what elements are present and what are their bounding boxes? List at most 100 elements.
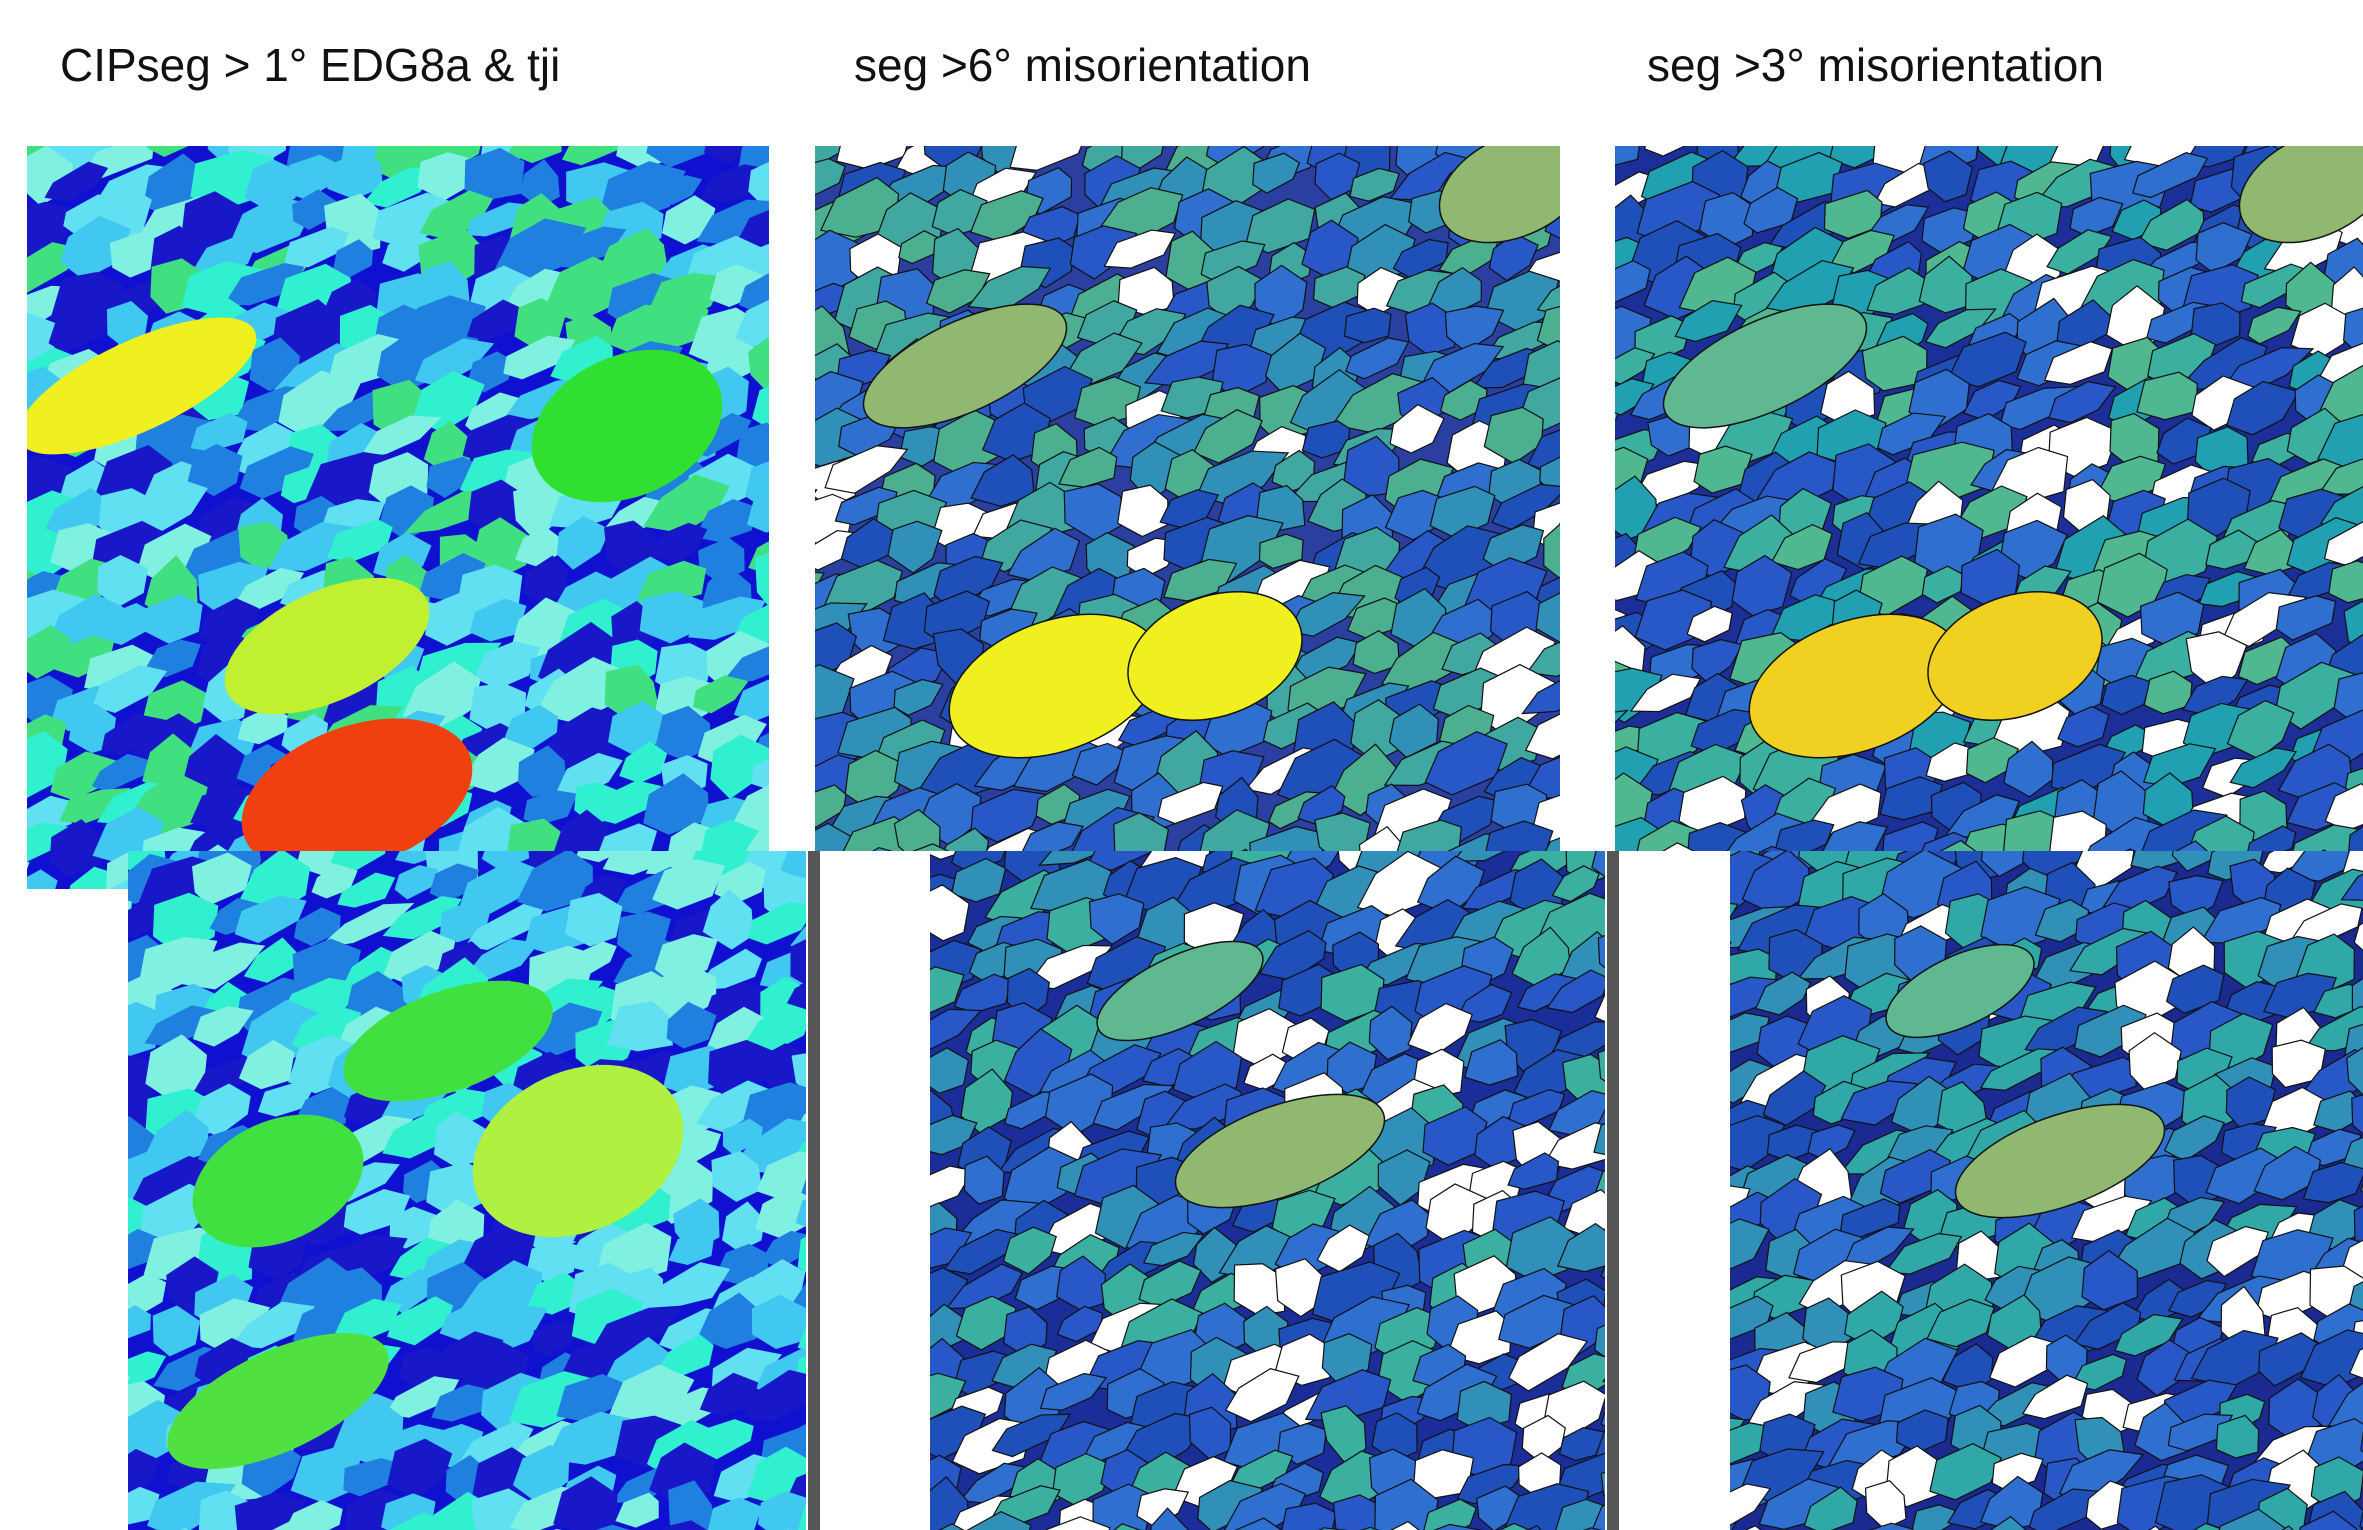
grain	[854, 1185, 939, 1257]
grain	[646, 77, 741, 150]
grain-maps	[0, 0, 2363, 1530]
grain	[66, 1090, 134, 1144]
grain	[855, 991, 924, 1061]
grain	[1591, 1256, 1693, 1344]
grain	[917, 73, 1012, 150]
grain	[1647, 1075, 1729, 1152]
grain	[850, 1116, 938, 1190]
grain	[1435, 73, 1504, 150]
grain	[1013, 81, 1095, 146]
grain	[846, 1292, 927, 1352]
grain	[44, 1151, 116, 1222]
grain	[62, 1448, 127, 1498]
grain	[1593, 1183, 1672, 1255]
grain	[1279, 61, 1382, 145]
grain	[1103, 75, 1177, 143]
grain	[837, 1397, 943, 1492]
grain	[361, 62, 446, 143]
grain	[1200, 84, 1288, 155]
grain	[0, 525, 22, 580]
grain	[0, 805, 32, 887]
grain	[856, 1483, 923, 1530]
grain	[1658, 79, 1763, 156]
grain	[47, 1190, 131, 1264]
grain-map	[1522, 53, 2363, 934]
grains	[1642, 760, 2363, 1530]
grain	[1477, 65, 1556, 137]
grain	[464, 86, 526, 142]
grain	[731, 78, 808, 155]
grain	[2147, 69, 2219, 139]
grains	[837, 771, 1693, 1530]
grain	[1646, 1263, 1727, 1319]
grain	[1264, 85, 1321, 136]
grain	[511, 59, 600, 131]
grain	[0, 302, 29, 369]
grain	[600, 91, 658, 136]
grain	[64, 1262, 128, 1321]
grain	[1598, 67, 1664, 139]
grain	[778, 62, 869, 145]
grain	[30, 1279, 141, 1368]
grain	[1907, 85, 1989, 146]
grain	[0, 887, 77, 960]
grain	[1819, 72, 1911, 157]
grain	[866, 1231, 937, 1284]
grain	[0, 89, 19, 149]
grain	[869, 888, 939, 957]
grain	[2188, 88, 2262, 145]
grain	[26, 893, 114, 962]
grain	[837, 929, 944, 1014]
grain	[736, 64, 834, 140]
grain	[177, 65, 251, 140]
grains	[726, 61, 1664, 937]
grain	[865, 1259, 918, 1311]
grain	[1349, 87, 1419, 152]
grain	[1057, 71, 1128, 132]
grain	[1151, 77, 1244, 147]
grain	[317, 65, 392, 141]
grain	[1530, 75, 1590, 126]
grain	[280, 78, 373, 141]
grain	[0, 469, 30, 553]
grain	[856, 862, 921, 913]
grain	[834, 81, 912, 153]
grain	[1557, 785, 1612, 828]
grain	[0, 785, 26, 854]
grain	[137, 69, 225, 143]
grain	[0, 354, 19, 402]
grain	[36, 1360, 138, 1434]
grain	[1376, 70, 1458, 145]
grain	[554, 67, 634, 141]
grain	[858, 1369, 928, 1427]
grain	[57, 1226, 112, 1278]
grain	[56, 1115, 113, 1168]
grain	[56, 1519, 134, 1530]
grain	[2104, 73, 2181, 131]
grain	[1966, 83, 2032, 145]
grain	[963, 67, 1061, 148]
grain	[1648, 1112, 1716, 1174]
grain	[35, 1329, 116, 1399]
grain	[0, 643, 17, 690]
grain	[0, 453, 16, 503]
grain	[419, 75, 501, 136]
grain	[1652, 972, 1734, 1031]
grain	[866, 75, 958, 150]
grain	[846, 1073, 935, 1145]
grain	[1619, 83, 1721, 152]
grain	[868, 1040, 934, 1104]
grain	[1656, 1301, 1738, 1375]
grain	[0, 702, 23, 754]
grain	[76, 76, 168, 149]
grains	[1522, 53, 2363, 934]
grain	[1720, 77, 1806, 150]
grain	[1554, 557, 1615, 618]
grain	[2265, 73, 2363, 151]
grain	[867, 1336, 934, 1396]
grain	[51, 1472, 122, 1530]
grain	[844, 1519, 943, 1530]
grain-map	[0, 59, 884, 965]
grain	[0, 125, 22, 185]
grain	[1661, 848, 1737, 910]
